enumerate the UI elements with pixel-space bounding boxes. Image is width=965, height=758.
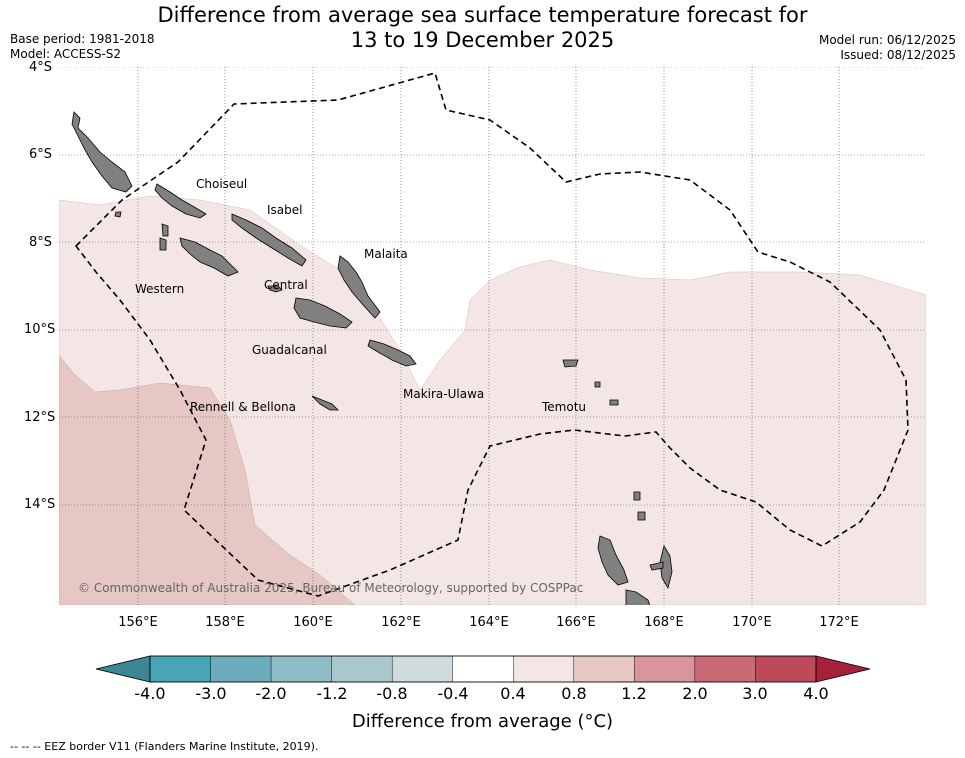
- copyright-credit: © Commonwealth of Australia 2025, Bureau…: [78, 581, 583, 595]
- label-choiseul: Choiseul: [196, 177, 247, 191]
- colorbar-segment: [634, 655, 696, 683]
- island-temotu-3: [609, 399, 619, 406]
- label-malaita: Malaita: [364, 247, 408, 261]
- lon-label-166e: 166°E: [556, 615, 596, 630]
- island-vella: [161, 223, 169, 237]
- colorbar-segment: [270, 655, 332, 683]
- meta-left: Base period: 1981-2018 Model: ACCESS-S2: [10, 32, 155, 62]
- colorbar-tick: 1.2: [621, 684, 647, 703]
- island-isabel: [231, 213, 307, 267]
- label-guadalcanal: Guadalcanal: [252, 343, 327, 357]
- island-shortland: [114, 211, 122, 218]
- lon-label-160e: 160°E: [293, 615, 333, 630]
- label-rennell-bellona: Rennell & Bellona: [190, 400, 296, 414]
- colorbar-tick: -4.0: [134, 684, 166, 703]
- colorbar-tick: -1.2: [316, 684, 348, 703]
- land: [71, 111, 673, 605]
- lon-label-158e: 158°E: [205, 615, 245, 630]
- colorbar-segment: [331, 655, 393, 683]
- eez-border: [74, 72, 909, 597]
- colorbar-title: Difference from average (°C): [351, 711, 614, 732]
- colorbar-segment: [149, 655, 211, 683]
- eez-legend-footer: -- -- -- EEZ border V11 (Flanders Marine…: [10, 740, 319, 753]
- colorbar-segment: [210, 655, 272, 683]
- island-espiritu-santo: [597, 535, 629, 586]
- title-line-2: 13 to 19 December 2025: [350, 28, 615, 52]
- island-malaita: [337, 255, 381, 319]
- chart-title: Difference from average sea surface temp…: [0, 3, 965, 53]
- colorbar-tick: 0.8: [561, 684, 587, 703]
- island-choiseul-north: [71, 111, 133, 193]
- lon-label-156e: 156°E: [118, 615, 158, 630]
- lat-label-12s: 12°S: [24, 410, 56, 425]
- label-central: Central: [264, 278, 308, 292]
- lon-label-172e: 172°E: [819, 615, 859, 630]
- island-central: [267, 285, 283, 293]
- island-torres: [633, 491, 641, 501]
- model-name: Model: ACCESS-S2: [10, 47, 122, 61]
- island-temotu-2: [594, 381, 601, 388]
- colorbar-frame: [149, 655, 817, 683]
- lat-label-8s: 8°S: [28, 235, 52, 250]
- title-line-1: Difference from average sea surface temp…: [157, 3, 808, 27]
- issued-date: Issued: 08/12/2025: [840, 48, 956, 62]
- colorbar-segment: [513, 655, 575, 683]
- island-rendova: [159, 237, 167, 251]
- colorbar-left-arrow: [95, 655, 151, 683]
- lon-label-162e: 162°E: [381, 615, 421, 630]
- island-choiseul: [154, 183, 207, 219]
- colorbar-segment: [755, 655, 817, 683]
- colorbar-tick: 0.4: [500, 684, 526, 703]
- lat-label-14s: 14°S: [24, 497, 56, 512]
- colorbar-tick: -3.0: [195, 684, 227, 703]
- lat-label-4s: 4°S: [28, 60, 52, 75]
- model-run: Model run: 06/12/2025: [818, 33, 956, 47]
- colorbar-tick: 3.0: [742, 684, 768, 703]
- lat-label-10s: 10°S: [24, 322, 56, 337]
- island-makira: [367, 339, 417, 367]
- province-labels: Choiseul Isabel Malaita Western Central …: [135, 177, 586, 414]
- lon-label-164e: 164°E: [469, 615, 509, 630]
- island-malekula: [659, 544, 673, 590]
- island-efate: [625, 589, 651, 605]
- island-new-georgia: [179, 237, 239, 277]
- graticule: [59, 67, 926, 605]
- colorbar-segments: [149, 655, 817, 683]
- colorbar-segment: [391, 655, 453, 683]
- label-western: Western: [135, 282, 184, 296]
- island-temotu-1: [562, 359, 579, 368]
- colorbar-segment: [452, 655, 514, 683]
- lon-label-170e: 170°E: [732, 615, 772, 630]
- colorbar-tick: -0.4: [437, 684, 469, 703]
- colorbar-segment: [694, 655, 756, 683]
- island-banks: [637, 511, 646, 521]
- anomaly-region-medium: [59, 354, 356, 605]
- island-guadalcanal: [293, 297, 353, 329]
- island-rennell: [311, 395, 339, 411]
- lat-label-6s: 6°S: [28, 147, 52, 162]
- anomaly-region-light: [59, 195, 926, 605]
- colorbar-segment: [573, 655, 635, 683]
- meta-right: Model run: 06/12/2025 Issued: 08/12/2025: [819, 33, 956, 63]
- label-isabel: Isabel: [267, 203, 302, 217]
- base-period: Base period: 1981-2018: [10, 32, 155, 46]
- colorbar-right-arrow: [815, 655, 871, 683]
- colorbar-tick: 4.0: [803, 684, 829, 703]
- colorbar-tick: 2.0: [682, 684, 708, 703]
- label-temotu: Temotu: [541, 400, 586, 414]
- lon-label-168e: 168°E: [644, 615, 684, 630]
- label-makira-ulawa: Makira-Ulawa: [403, 387, 484, 401]
- colorbar-tick: -0.8: [376, 684, 408, 703]
- colorbar: [95, 655, 871, 683]
- colorbar-tick: -2.0: [255, 684, 287, 703]
- island-ambae: [649, 561, 664, 571]
- map-area: Choiseul Isabel Malaita Western Central …: [59, 67, 926, 605]
